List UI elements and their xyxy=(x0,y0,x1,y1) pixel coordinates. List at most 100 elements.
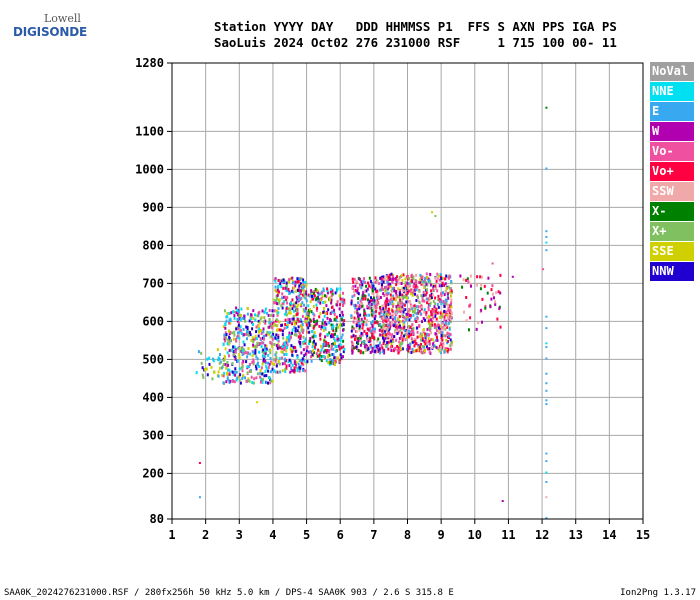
data-point xyxy=(352,327,355,331)
data-point xyxy=(281,362,284,366)
data-point xyxy=(389,312,392,316)
data-point xyxy=(363,277,366,281)
data-point xyxy=(385,288,388,292)
data-point xyxy=(425,311,428,315)
data-point xyxy=(233,333,236,337)
data-point xyxy=(292,345,295,349)
data-point xyxy=(235,339,238,343)
data-point xyxy=(396,279,399,283)
data-point xyxy=(235,378,238,382)
data-point xyxy=(313,294,316,298)
data-point xyxy=(288,334,290,338)
data-point xyxy=(244,351,247,355)
data-point xyxy=(296,355,299,359)
data-point xyxy=(441,312,444,316)
data-point xyxy=(368,313,371,317)
data-point xyxy=(495,291,498,295)
data-point xyxy=(377,348,380,352)
data-point xyxy=(278,290,280,294)
data-point xyxy=(321,325,324,329)
data-point xyxy=(511,275,514,278)
data-point xyxy=(227,368,230,372)
data-point xyxy=(241,332,243,336)
data-point xyxy=(450,280,453,283)
data-point xyxy=(418,280,420,284)
data-point xyxy=(402,336,405,340)
data-point xyxy=(378,328,381,332)
data-point xyxy=(260,329,263,332)
data-point xyxy=(400,274,403,277)
data-point xyxy=(296,305,299,309)
data-point xyxy=(413,349,416,353)
data-point xyxy=(333,337,336,340)
data-point xyxy=(293,333,296,337)
data-point xyxy=(304,296,307,300)
data-point xyxy=(382,275,385,279)
data-point xyxy=(301,357,304,361)
data-point xyxy=(229,321,232,325)
data-point xyxy=(339,353,342,357)
data-point xyxy=(450,340,453,344)
data-point xyxy=(329,311,332,315)
data-point xyxy=(280,304,283,308)
data-point xyxy=(359,305,362,309)
data-point xyxy=(441,331,444,334)
data-point xyxy=(285,366,288,370)
data-point xyxy=(309,308,311,312)
data-point xyxy=(287,337,290,341)
data-point xyxy=(362,320,365,324)
data-point xyxy=(404,329,407,333)
legend-item-x: X- xyxy=(650,202,694,221)
data-point xyxy=(288,291,291,295)
data-point xyxy=(248,365,251,368)
data-point xyxy=(256,363,259,367)
data-point xyxy=(357,319,359,323)
data-point xyxy=(308,323,311,327)
data-point xyxy=(360,286,363,290)
data-point xyxy=(328,350,331,354)
data-point xyxy=(298,290,301,294)
data-point xyxy=(302,281,305,285)
data-point xyxy=(272,314,275,318)
data-point xyxy=(413,344,416,348)
data-point xyxy=(432,316,435,320)
data-point xyxy=(429,283,432,287)
data-point xyxy=(421,295,424,299)
data-point xyxy=(384,336,387,340)
data-point xyxy=(386,341,389,345)
data-point xyxy=(404,338,407,342)
data-point xyxy=(300,324,303,328)
data-point xyxy=(252,381,255,385)
data-point xyxy=(316,306,319,310)
data-point xyxy=(331,334,334,338)
data-point xyxy=(441,277,444,280)
data-point xyxy=(295,309,298,313)
data-point xyxy=(433,344,436,348)
data-point xyxy=(372,284,375,288)
data-point xyxy=(388,275,391,279)
data-point xyxy=(381,333,384,337)
data-point xyxy=(268,321,271,325)
data-point xyxy=(217,374,220,378)
data-point xyxy=(389,315,392,319)
data-point xyxy=(369,351,372,354)
data-point xyxy=(301,293,304,297)
data-point xyxy=(436,289,439,293)
data-point xyxy=(427,297,430,301)
data-point xyxy=(320,327,323,331)
data-point xyxy=(335,345,338,349)
data-point xyxy=(545,471,548,474)
data-point xyxy=(448,276,450,280)
data-point xyxy=(219,360,222,364)
data-point xyxy=(437,294,440,298)
data-point xyxy=(448,334,451,338)
data-point xyxy=(426,347,429,351)
data-point xyxy=(404,277,407,281)
data-point xyxy=(255,367,258,371)
data-point xyxy=(429,272,432,276)
data-point xyxy=(312,335,315,339)
data-point xyxy=(284,295,287,299)
data-point xyxy=(355,280,358,284)
data-point xyxy=(307,350,310,354)
data-point xyxy=(341,310,344,314)
